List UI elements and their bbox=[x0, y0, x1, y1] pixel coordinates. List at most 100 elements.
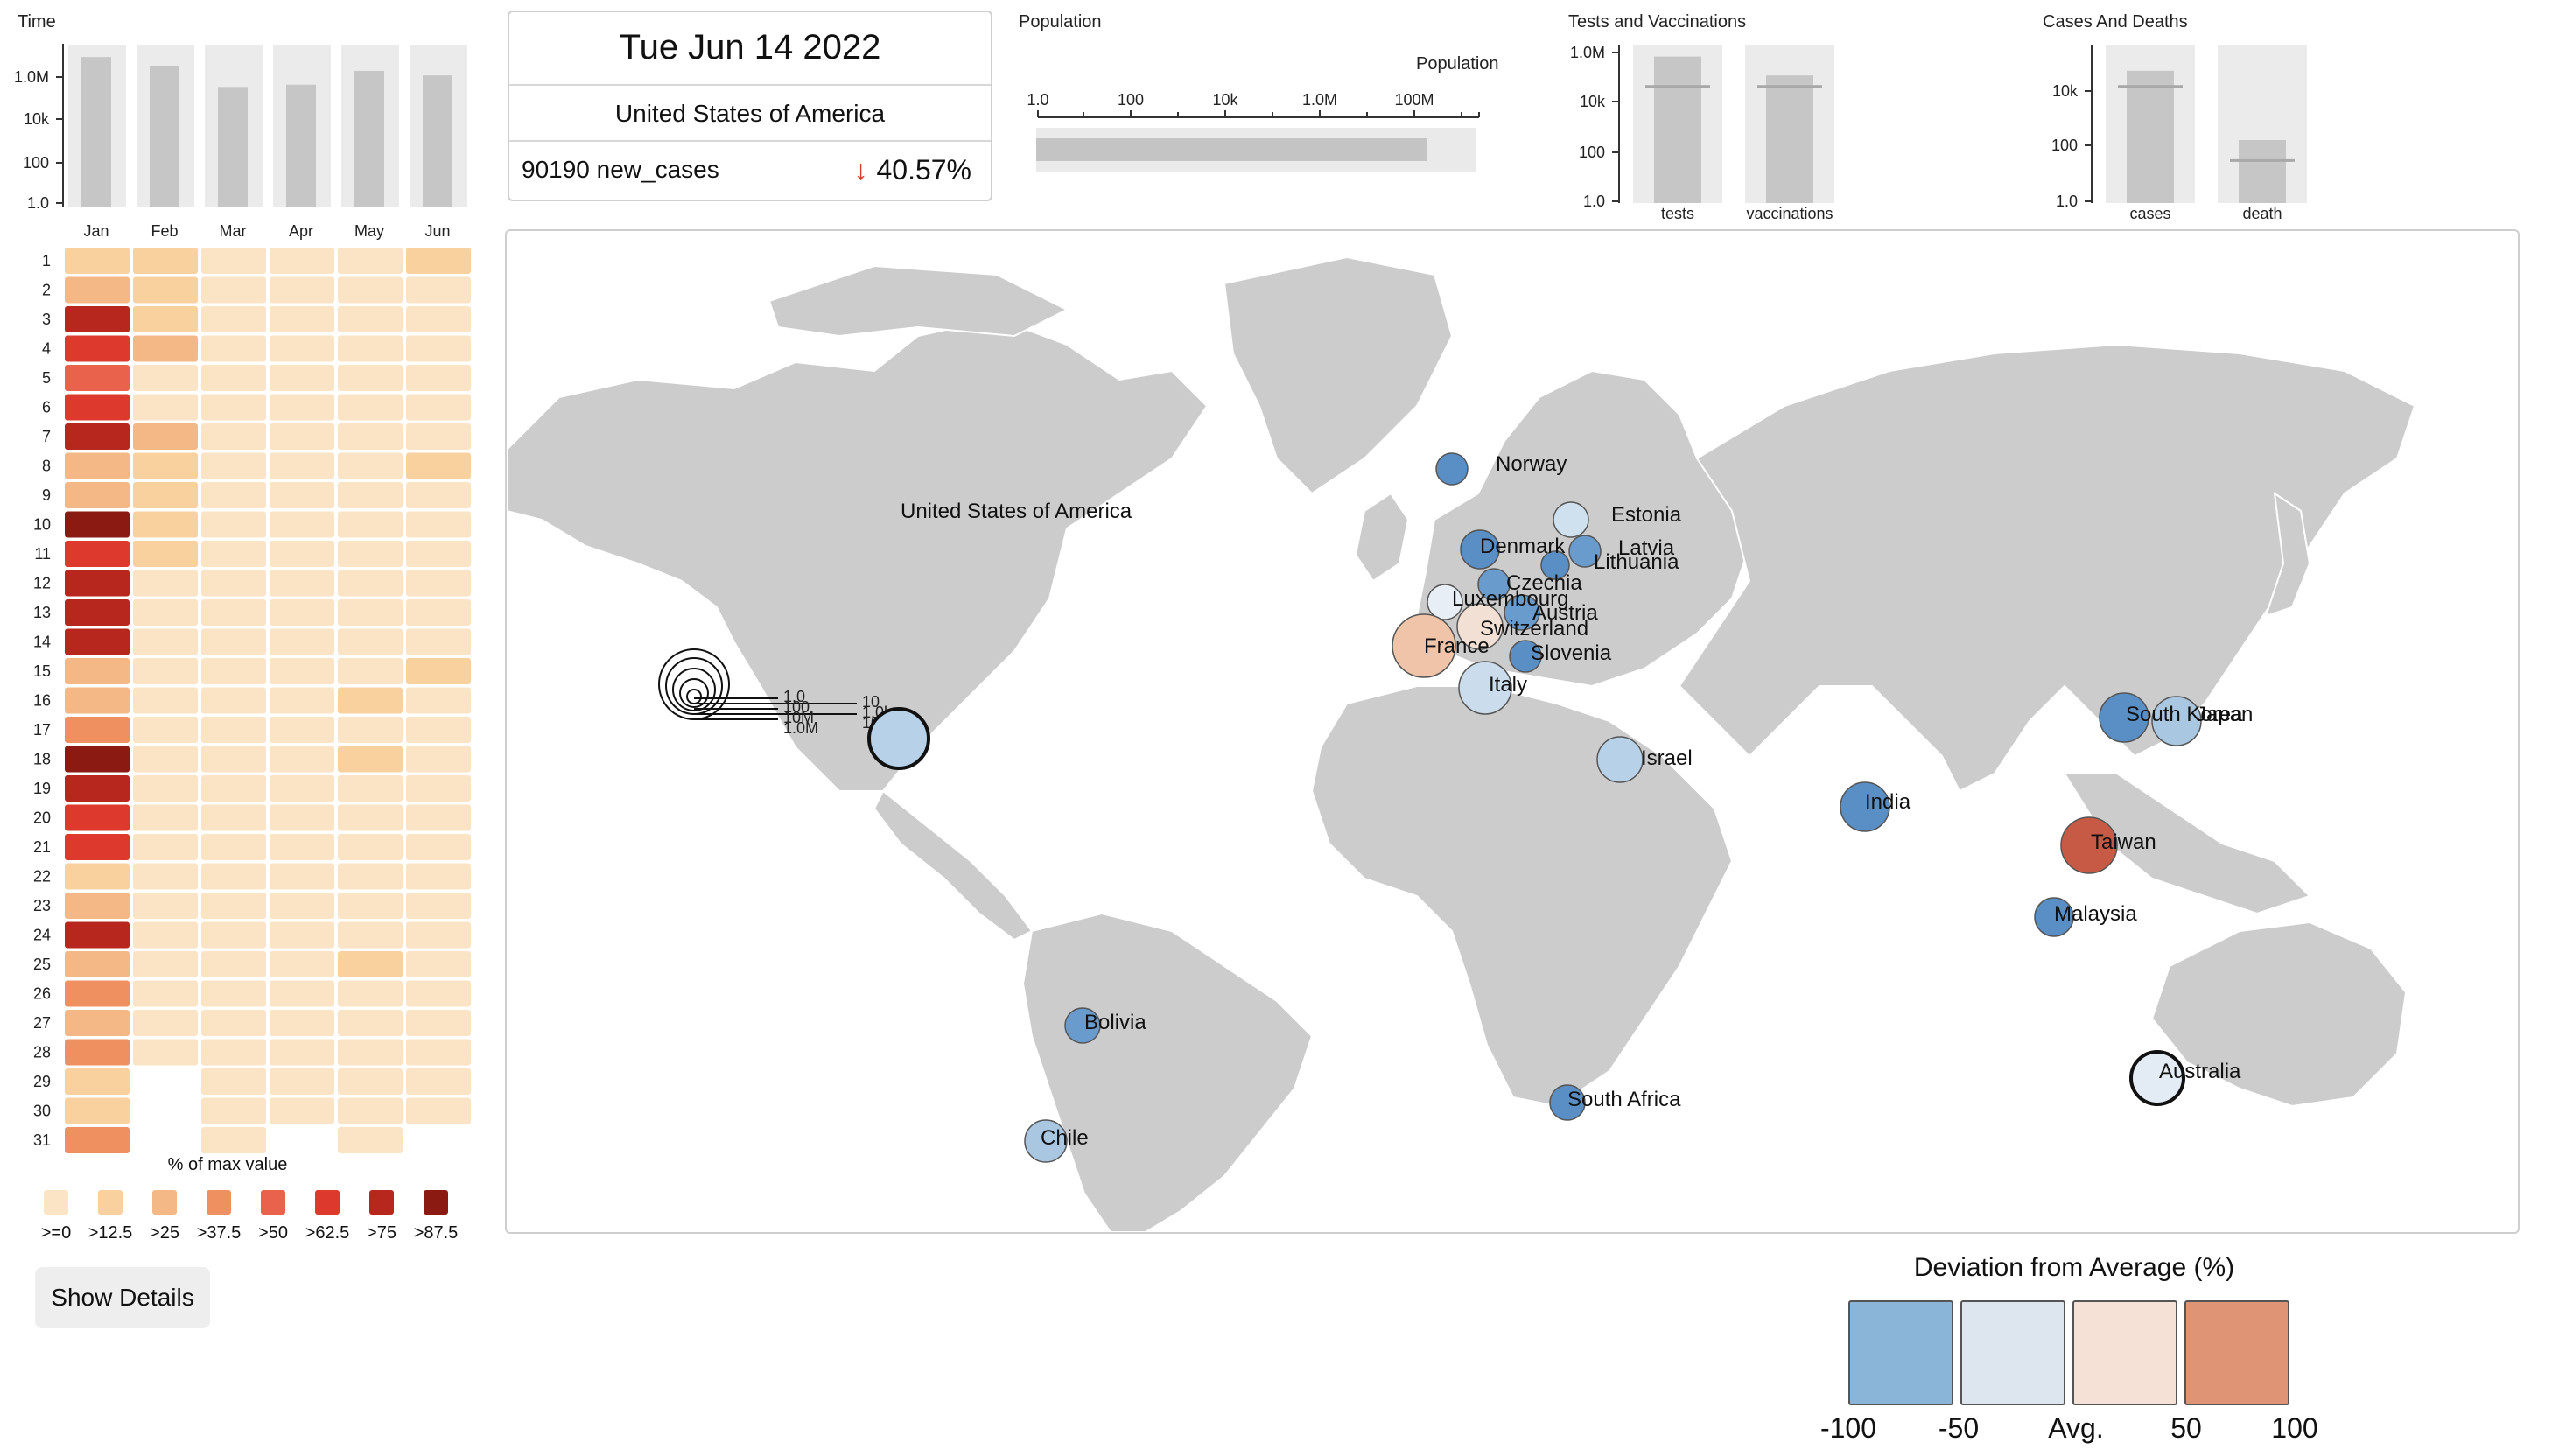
heatmap-cell[interactable] bbox=[270, 599, 334, 626]
heatmap-cell[interactable] bbox=[65, 335, 130, 362]
heatmap-cell[interactable] bbox=[201, 1039, 266, 1066]
heatmap-cell[interactable] bbox=[270, 248, 334, 274]
country-bubble[interactable] bbox=[1549, 1084, 1586, 1121]
country-bubble[interactable] bbox=[1596, 736, 1644, 783]
heatmap-cell[interactable] bbox=[201, 1097, 266, 1124]
heatmap-cell[interactable] bbox=[406, 599, 471, 626]
heatmap-cell[interactable] bbox=[338, 628, 403, 655]
heatmap-cell[interactable] bbox=[338, 717, 403, 743]
time-bar[interactable] bbox=[286, 84, 316, 206]
heatmap-cell[interactable] bbox=[270, 306, 334, 332]
heatmap-cell[interactable] bbox=[133, 570, 198, 597]
heatmap-cell[interactable] bbox=[406, 306, 471, 332]
heatmap-cell[interactable] bbox=[133, 921, 198, 948]
heatmap-cell[interactable] bbox=[270, 892, 334, 919]
heatmap-cell[interactable] bbox=[406, 424, 471, 450]
time-bar[interactable] bbox=[150, 66, 179, 207]
heatmap-cell[interactable] bbox=[270, 775, 334, 802]
heatmap-cell[interactable] bbox=[338, 775, 403, 802]
heatmap-cell[interactable] bbox=[201, 424, 266, 450]
heatmap-cell[interactable] bbox=[65, 804, 130, 831]
heatmap-cell[interactable] bbox=[201, 1068, 266, 1095]
heatmap-cell[interactable] bbox=[65, 541, 130, 567]
heatmap-cell[interactable] bbox=[133, 365, 198, 391]
country-bubble[interactable] bbox=[1460, 529, 1500, 570]
country-bubble[interactable] bbox=[1504, 594, 1540, 631]
heatmap-cell[interactable] bbox=[201, 306, 266, 332]
heatmap-cell[interactable] bbox=[406, 775, 471, 802]
heatmap-cell[interactable] bbox=[65, 863, 130, 890]
heatmap-cell[interactable] bbox=[406, 1068, 471, 1095]
heatmap-cell[interactable] bbox=[406, 687, 471, 714]
heatmap-cell[interactable] bbox=[406, 892, 471, 919]
time-bar[interactable] bbox=[354, 70, 384, 206]
heatmap-cell[interactable] bbox=[201, 658, 266, 684]
heatmap-cell[interactable] bbox=[406, 834, 471, 860]
heatmap-cell[interactable] bbox=[406, 541, 471, 567]
heatmap-cell[interactable] bbox=[338, 834, 403, 860]
heatmap-cell[interactable] bbox=[201, 1010, 266, 1036]
heatmap-cell[interactable] bbox=[270, 746, 334, 773]
heatmap-cell[interactable] bbox=[406, 746, 471, 773]
country-bubble[interactable] bbox=[2099, 692, 2149, 743]
heatmap-cell[interactable] bbox=[201, 746, 266, 773]
heatmap-cell[interactable] bbox=[406, 658, 471, 684]
heatmap-cell[interactable] bbox=[133, 482, 198, 508]
small-chart-bar[interactable] bbox=[1654, 56, 1701, 203]
heatmap-cell[interactable] bbox=[338, 335, 403, 362]
heatmap-cell[interactable] bbox=[270, 951, 334, 977]
heatmap-cell[interactable] bbox=[133, 424, 198, 450]
heatmap-cell[interactable] bbox=[65, 1097, 130, 1124]
heatmap-cell[interactable] bbox=[201, 804, 266, 831]
heatmap-cell[interactable] bbox=[406, 628, 471, 655]
heatmap-cell[interactable] bbox=[201, 452, 266, 480]
heatmap-cell[interactable] bbox=[133, 717, 198, 743]
heatmap-cell[interactable] bbox=[65, 628, 130, 655]
country-bubble[interactable] bbox=[2151, 696, 2202, 746]
heatmap-cell[interactable] bbox=[133, 980, 198, 1007]
heatmap-cell[interactable] bbox=[270, 1010, 334, 1036]
heatmap-cell[interactable] bbox=[65, 775, 130, 802]
heatmap-cell[interactable] bbox=[338, 482, 403, 508]
heatmap-cell[interactable] bbox=[406, 804, 471, 831]
heatmap-cell[interactable] bbox=[201, 394, 266, 421]
country-bubble[interactable] bbox=[1392, 613, 1456, 678]
heatmap-cell[interactable] bbox=[338, 394, 403, 421]
heatmap-cell[interactable] bbox=[65, 276, 130, 304]
heatmap-cell[interactable] bbox=[338, 863, 403, 890]
heatmap-cell[interactable] bbox=[133, 658, 198, 684]
country-bubble[interactable] bbox=[2060, 816, 2118, 874]
heatmap-cell[interactable] bbox=[338, 658, 403, 684]
heatmap-cell[interactable] bbox=[338, 452, 403, 480]
heatmap-cell[interactable] bbox=[406, 1097, 471, 1124]
heatmap-cell[interactable] bbox=[133, 804, 198, 831]
heatmap-cell[interactable] bbox=[201, 863, 266, 890]
heatmap-cell[interactable] bbox=[270, 628, 334, 655]
heatmap-cell[interactable] bbox=[338, 306, 403, 332]
time-bar[interactable] bbox=[218, 87, 248, 206]
heatmap-cell[interactable] bbox=[270, 921, 334, 948]
heatmap-cell[interactable] bbox=[133, 892, 198, 919]
heatmap-cell[interactable] bbox=[65, 687, 130, 714]
country-bubble[interactable] bbox=[1477, 568, 1511, 601]
heatmap-cell[interactable] bbox=[338, 1127, 403, 1153]
heatmap-cell[interactable] bbox=[270, 658, 334, 684]
heatmap-cell[interactable] bbox=[406, 511, 471, 538]
heatmap-cell[interactable] bbox=[406, 1039, 471, 1066]
heatmap-cell[interactable] bbox=[133, 276, 198, 304]
heatmap-cell[interactable] bbox=[406, 248, 471, 274]
country-bubble[interactable] bbox=[1540, 550, 1570, 580]
heatmap-cell[interactable] bbox=[65, 834, 130, 860]
heatmap-cell[interactable] bbox=[133, 452, 198, 480]
heatmap-cell[interactable] bbox=[133, 775, 198, 802]
country-bubble[interactable] bbox=[1064, 1007, 1101, 1044]
heatmap-cell[interactable] bbox=[338, 1068, 403, 1095]
heatmap-cell[interactable] bbox=[133, 863, 198, 890]
heatmap-cell[interactable] bbox=[65, 365, 130, 391]
heatmap-cell[interactable] bbox=[270, 482, 334, 508]
heatmap-cell[interactable] bbox=[406, 717, 471, 743]
heatmap-cell[interactable] bbox=[65, 482, 130, 508]
heatmap-cell[interactable] bbox=[65, 248, 130, 274]
small-chart-bar[interactable] bbox=[2239, 140, 2286, 203]
heatmap-cell[interactable] bbox=[270, 1068, 334, 1095]
